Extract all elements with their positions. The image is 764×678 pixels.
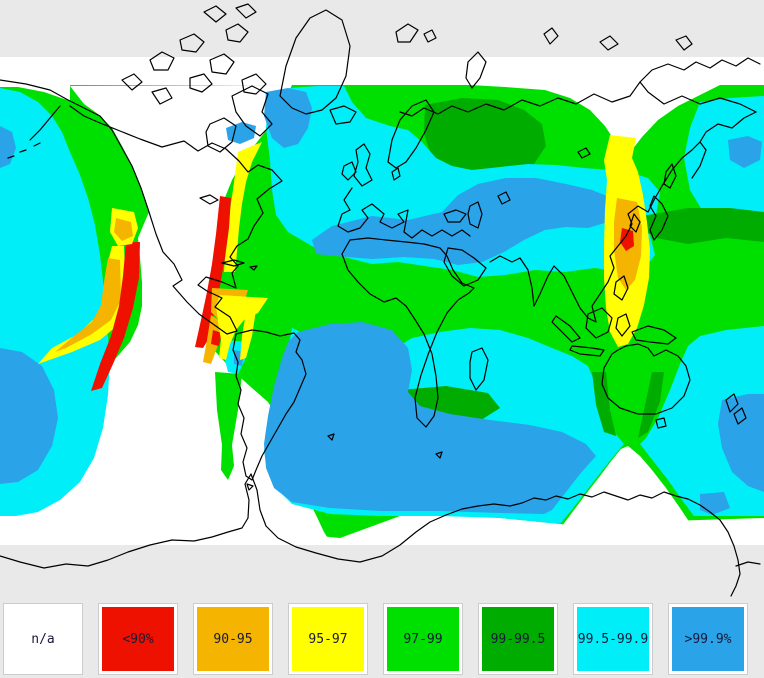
coast-greenland xyxy=(279,9,351,115)
region-polar-south-gray xyxy=(0,545,764,600)
legend-label: >99.9% xyxy=(684,631,732,647)
legend-label: n/a xyxy=(31,631,55,647)
coast-south-asia xyxy=(489,111,757,323)
region-dkgreen-australia-east xyxy=(638,372,664,438)
region-red-west-stripe xyxy=(91,242,140,391)
region-dkgreen-okhotsk-band xyxy=(642,208,764,244)
region-dkgreen-nw-russia xyxy=(424,98,546,181)
coast-southeast-asia-islands xyxy=(551,275,677,357)
coast-great-lakes xyxy=(199,194,219,205)
legend-item-97-99: 97-99 xyxy=(383,603,463,675)
coast-cuba xyxy=(221,259,258,271)
coast-europe-mediterranean xyxy=(337,187,471,239)
coast-antarctica xyxy=(0,473,761,597)
coast-iceland xyxy=(329,105,357,125)
coast-siberia-islands xyxy=(465,27,761,89)
coast-korea-japan xyxy=(629,163,677,241)
region-yellow-andes-sliver xyxy=(240,310,256,360)
coast-madagascar xyxy=(469,347,489,391)
coastlines xyxy=(0,3,761,597)
region-dkgreen-australia-west xyxy=(592,372,616,436)
coast-arabia xyxy=(443,247,487,287)
coast-british-isles xyxy=(341,143,373,187)
region-blue-mediterranean-central-asia xyxy=(312,178,618,265)
region-blue-greenland-coast xyxy=(264,88,312,148)
coast-australia xyxy=(601,343,691,429)
coast-africa xyxy=(341,237,475,428)
region-cyan-okhotsk xyxy=(684,96,764,216)
region-polar-north-gray xyxy=(0,0,764,57)
legend-label: 99-99.5 xyxy=(490,631,546,647)
region-yellow-newfoundland xyxy=(224,142,262,272)
region-gap-south-australia xyxy=(552,446,702,545)
legend-label: <90% xyxy=(122,631,154,647)
legend-item-na: n/a xyxy=(3,603,83,675)
legend-label: 97-99 xyxy=(403,631,443,647)
region-red-east-stripe xyxy=(195,196,231,348)
legend-item-lt90: <90% xyxy=(98,603,178,675)
region-green-andes-strip xyxy=(215,372,242,480)
legend-item-99_5-99_9: 99.5-99.9 xyxy=(573,603,653,675)
region-red-east-asia xyxy=(620,228,634,251)
region-gap-siberia xyxy=(470,85,720,163)
region-blue-south-atlantic-indian xyxy=(264,322,596,514)
map-canvas xyxy=(0,0,764,600)
legend-item-95-97: 95-97 xyxy=(288,603,368,675)
legend: n/a <90% 90-95 95-97 97-99 99-99.5 99.5-… xyxy=(0,600,764,678)
coast-siberia-north xyxy=(399,81,757,117)
legend-item-99-99_5: 99-99.5 xyxy=(478,603,558,675)
region-gap-alaska-north xyxy=(0,84,70,101)
legend-label: 99.5-99.9 xyxy=(577,631,649,647)
coast-south-america xyxy=(232,329,307,491)
legend-item-gt99_9: >99.9% xyxy=(668,603,748,675)
region-blue-triangle-right xyxy=(700,492,730,515)
region-blue-pacific-left-top xyxy=(0,126,16,168)
coast-arctic-islands xyxy=(121,3,273,137)
legend-item-90-95: 90-95 xyxy=(193,603,273,675)
region-red-peru-dot xyxy=(211,330,222,346)
coast-svalbard xyxy=(395,23,437,43)
coast-hudson-bay xyxy=(205,117,237,153)
legend-label: 95-97 xyxy=(308,631,348,647)
coast-new-zealand xyxy=(725,393,747,425)
world-map xyxy=(0,0,764,600)
legend-label: 90-95 xyxy=(213,631,253,647)
region-blue-pacific-left-core xyxy=(0,348,58,484)
region-blue-bering xyxy=(728,136,762,168)
region-orange-west-stripe xyxy=(55,258,121,352)
region-blue-south-pacific-right xyxy=(718,394,764,492)
coast-black-caspian-sea xyxy=(443,147,591,229)
coast-north-america xyxy=(0,79,283,335)
coast-alaska-peninsula xyxy=(7,105,61,159)
region-orange-baja-core xyxy=(114,218,133,241)
region-yellow-west-wedge xyxy=(38,246,126,364)
coast-south-atlantic-islets xyxy=(327,433,443,459)
